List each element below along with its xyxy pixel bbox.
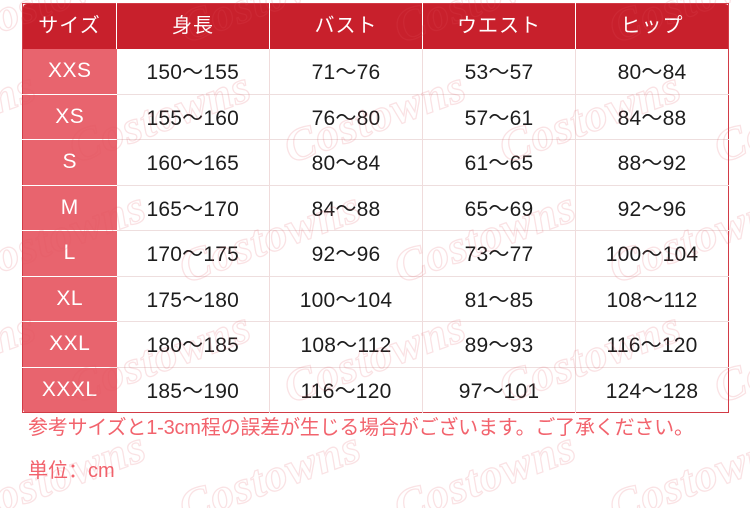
table-body: XXS 150～155 71～76 53～57 80～84 XS 155～160…: [22, 49, 729, 413]
cell-size: M: [22, 185, 117, 231]
table-row: XS 155～160 76～80 57～61 84～88: [22, 94, 729, 140]
table-row: S 160～165 80～84 61～65 88～92: [22, 139, 729, 186]
cell-bust: 116～120: [269, 367, 423, 413]
cell-height: 180～185: [116, 321, 270, 368]
table-row: XXL 180～185 108～112 89～93 116～120: [22, 321, 729, 368]
cell-height: 155～160: [116, 94, 270, 140]
cell-bust: 84～88: [269, 185, 423, 231]
cell-waist: 57～61: [422, 94, 576, 140]
column-header-height: 身長: [116, 3, 270, 49]
cell-waist: 81～85: [422, 276, 576, 322]
cell-bust: 108～112: [269, 321, 423, 368]
cell-bust: 76～80: [269, 94, 423, 140]
cell-hip: 116～120: [575, 321, 729, 368]
table-row: M 165～170 84～88 65～69 92～96: [22, 185, 729, 231]
cell-waist: 53～57: [422, 49, 576, 95]
table-row: L 170～175 92～96 73～77 100～104: [22, 230, 729, 277]
table-row: XL 175～180 100～104 81～85 108～112: [22, 276, 729, 322]
header-row: サイズ 身長 バスト ウエスト ヒップ: [22, 3, 729, 49]
cell-size: S: [22, 139, 117, 186]
cell-height: 175～180: [116, 276, 270, 322]
cell-height: 185～190: [116, 367, 270, 413]
column-header-hip: ヒップ: [575, 3, 729, 49]
cell-waist: 61～65: [422, 139, 576, 186]
column-header-bust: バスト: [269, 3, 423, 49]
cell-height: 170～175: [116, 230, 270, 277]
footer-notes: 参考サイズと1-3cm程の誤差が生じる場合がございます。ご了承ください。 単位：…: [28, 418, 728, 481]
cell-size: XXL: [22, 321, 117, 368]
cell-bust: 71～76: [269, 49, 423, 95]
cell-hip: 124～128: [575, 367, 729, 413]
cell-bust: 80～84: [269, 139, 423, 186]
cell-waist: 89～93: [422, 321, 576, 368]
cell-hip: 92～96: [575, 185, 729, 231]
cell-height: 160～165: [116, 139, 270, 186]
cell-hip: 80～84: [575, 49, 729, 95]
column-header-waist: ウエスト: [422, 3, 576, 49]
cell-size: XXXL: [22, 367, 117, 413]
cell-waist: 65～69: [422, 185, 576, 231]
table-row: XXXL 185～190 116～120 97～101 124～128: [22, 367, 729, 413]
cell-size: L: [22, 230, 117, 277]
cell-hip: 88～92: [575, 139, 729, 186]
cell-hip: 100～104: [575, 230, 729, 277]
cell-bust: 100～104: [269, 276, 423, 322]
cell-hip: 84～88: [575, 94, 729, 140]
table-header: サイズ 身長 バスト ウエスト ヒップ: [22, 3, 729, 49]
cell-height: 165～170: [116, 185, 270, 231]
cell-size: XS: [22, 94, 117, 140]
cell-height: 150～155: [116, 49, 270, 95]
cell-size: XL: [22, 276, 117, 322]
tolerance-note: 参考サイズと1-3cm程の誤差が生じる場合がございます。ご了承ください。: [28, 417, 694, 439]
cell-size: XXS: [22, 49, 117, 95]
size-chart-table: サイズ 身長 バスト ウエスト ヒップ XXS 150～155 71～76 53…: [22, 3, 729, 413]
column-header-size: サイズ: [22, 3, 117, 49]
table-row: XXS 150～155 71～76 53～57 80～84: [22, 49, 729, 95]
cell-waist: 73～77: [422, 230, 576, 277]
size-table-container: サイズ 身長 バスト ウエスト ヒップ XXS 150～155 71～76 53…: [22, 3, 729, 413]
cell-hip: 108～112: [575, 276, 729, 322]
cell-bust: 92～96: [269, 230, 423, 277]
cell-waist: 97～101: [422, 367, 576, 413]
unit-note: 単位：cm: [28, 460, 115, 482]
